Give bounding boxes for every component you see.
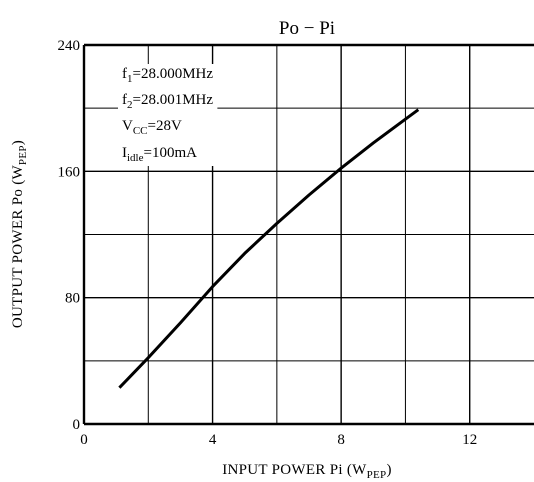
y-tick-label: 160 — [58, 164, 81, 180]
x-tick-label: 0 — [80, 432, 88, 448]
grid — [82, 43, 534, 426]
y-tick-label: 240 — [58, 38, 81, 54]
conditions-box: f1=28.000MHz f2=28.001MHz VCC=28V Iidle=… — [122, 66, 213, 164]
y-tick-label: 80 — [65, 291, 80, 307]
condition-vcc: VCC=28V — [122, 118, 182, 137]
conditions-backing — [118, 64, 218, 166]
condition-f2: f2=28.001MHz — [122, 92, 213, 111]
chart-title: Po − Pi — [279, 18, 335, 39]
x-tick-label: 8 — [337, 432, 345, 448]
series-line — [118, 108, 420, 389]
y-axis-label: OUTPUT POWER Po (WPEP) — [10, 140, 29, 328]
x-tick-label: 12 — [462, 432, 477, 448]
tick-labels: 0 4 8 12 0 80 160 240 — [58, 38, 478, 448]
y-tick-label: 0 — [73, 417, 81, 433]
x-tick-label: 4 — [209, 432, 217, 448]
x-axis-label: INPUT POWER Pi (WPEP) — [222, 462, 392, 481]
condition-f1: f1=28.000MHz — [122, 66, 213, 85]
condition-idle: Iidle=100mA — [122, 145, 197, 164]
